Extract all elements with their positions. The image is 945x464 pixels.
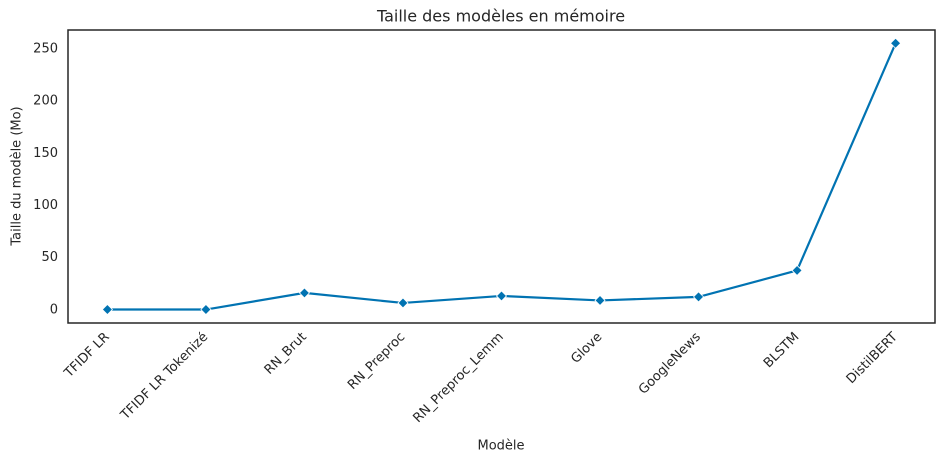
y-tick-label: 50 — [41, 250, 58, 265]
x-tick-label: BLSTM — [761, 330, 802, 371]
plot-frame — [67, 29, 936, 324]
line — [107, 42, 897, 311]
marker — [101, 303, 113, 316]
x-tick-label: TFIDF LR Tokenizé — [117, 330, 211, 424]
y-tick-label: 0 — [50, 302, 58, 317]
y-tick-label: 250 — [33, 41, 58, 56]
y-tick-label: 150 — [33, 146, 58, 161]
x-tick-label: Glove — [568, 330, 605, 367]
x-axis-label: Modèle — [477, 439, 524, 454]
y-tick-label: 100 — [33, 198, 58, 213]
marker — [692, 291, 705, 303]
x-tick-label: RN_Preproc — [345, 330, 408, 393]
x-tick-label: RN_Preproc_Lemm — [411, 330, 507, 426]
marker — [397, 297, 409, 309]
x-tick-label: RN_Brut — [262, 330, 310, 378]
marker — [298, 287, 311, 299]
marker — [890, 37, 902, 49]
marker — [200, 303, 212, 316]
x-tick-label: GoogleNews — [636, 330, 704, 398]
marker — [495, 290, 508, 302]
chart-title: Taille des modèles en mémoire — [376, 7, 625, 26]
marker — [791, 264, 803, 277]
x-tick-label: TFIDF LR — [61, 330, 113, 382]
marker — [594, 294, 606, 307]
y-tick-label: 200 — [33, 94, 58, 109]
x-tick-label: DistilBERT — [844, 330, 901, 387]
y-axis-label: Taille du modèle (Mo) — [10, 106, 25, 246]
